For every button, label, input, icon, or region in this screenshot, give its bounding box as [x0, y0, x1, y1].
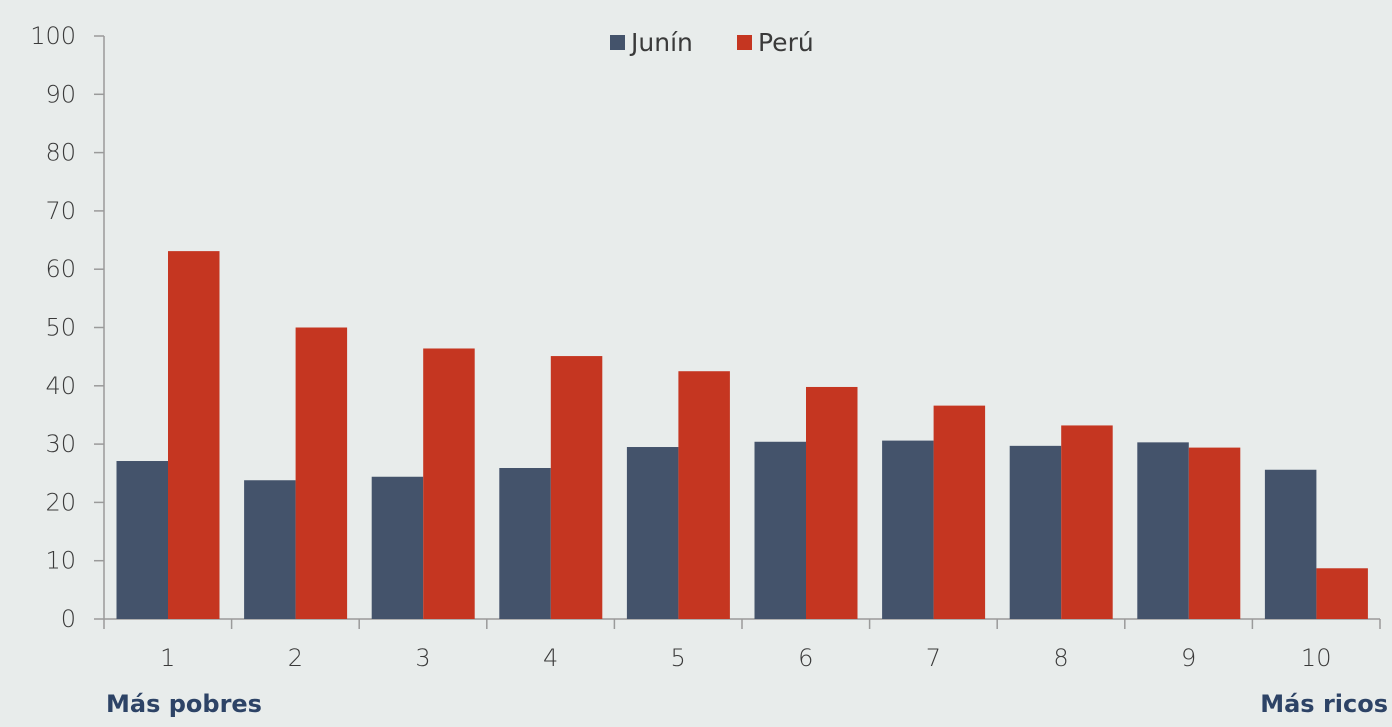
bar-junin-4 [499, 468, 551, 619]
bar-junin-9 [1137, 442, 1189, 619]
bars [116, 251, 1368, 619]
legend-swatch-junin [610, 35, 625, 50]
bar-peru-8 [1061, 425, 1113, 619]
legend-label-peru: Perú [758, 28, 814, 57]
y-tick-label: 20 [45, 488, 76, 516]
bar-junin-5 [626, 447, 679, 619]
y-tick-label: 90 [45, 80, 76, 108]
y-tick-label: 0 [61, 605, 76, 633]
legend-swatch-peru [737, 35, 752, 50]
bar-junin-3 [371, 476, 424, 619]
bar-junin-6 [754, 441, 806, 619]
annotation-mas-pobres: Más pobres [106, 690, 262, 718]
bar-peru-10 [1316, 568, 1368, 619]
x-tick-label: 10 [1301, 644, 1332, 672]
bar-junin-8 [1009, 445, 1062, 619]
bar-junin-1 [116, 461, 168, 619]
bar-junin-7 [882, 440, 934, 619]
x-tick-label: 6 [798, 644, 813, 672]
y-tick-label: 80 [45, 139, 76, 167]
bar-peru-9 [1188, 447, 1241, 619]
y-tick-label: 70 [45, 197, 76, 225]
bar-peru-7 [933, 405, 986, 619]
bar-peru-6 [806, 386, 858, 619]
bar-junin-10 [1264, 469, 1317, 619]
bar-peru-5 [678, 371, 730, 619]
x-tick-label: 5 [671, 644, 686, 672]
bar-peru-4 [550, 356, 603, 619]
legend-label-junin: Junín [629, 28, 693, 57]
x-tick-label: 9 [1181, 644, 1196, 672]
x-tick-label: 4 [543, 644, 558, 672]
x-tick-label: 2 [288, 644, 303, 672]
x-tick-label: 7 [926, 644, 941, 672]
y-axis: 0 10 20 30 40 50 60 70 80 90 100 [30, 22, 105, 633]
x-axis: 1 2 3 4 5 6 7 8 9 10 [103, 618, 1381, 672]
y-tick-label: 40 [45, 372, 76, 400]
y-tick-label: 30 [45, 430, 76, 458]
x-tick-label: 1 [160, 644, 175, 672]
x-tick-label: 3 [415, 644, 430, 672]
legend: Junín Perú [610, 28, 814, 57]
y-tick-label: 60 [45, 255, 76, 283]
x-tick-label: 8 [1053, 644, 1068, 672]
y-tick-label: 50 [45, 314, 76, 342]
bar-peru-3 [423, 348, 475, 619]
annotation-mas-ricos: Más ricos [1260, 690, 1388, 718]
y-tick-label: 10 [45, 547, 76, 575]
y-tick-label: 100 [30, 22, 76, 50]
bar-junin-2 [244, 480, 296, 619]
bar-peru-1 [168, 251, 220, 619]
bar-peru-2 [295, 327, 348, 619]
